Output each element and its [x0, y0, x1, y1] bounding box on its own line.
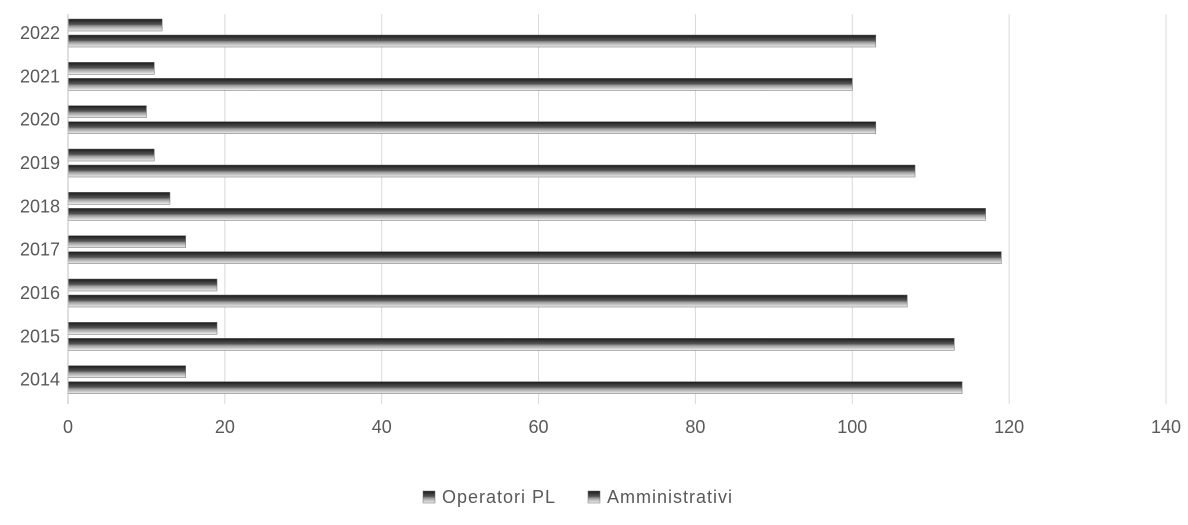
- y-tick-label: 2015: [20, 326, 60, 346]
- bar-amministrativi-2017: [67, 235, 186, 248]
- bar-operatori-pl-2020: [67, 121, 877, 134]
- bar-amministrativi-2019: [67, 148, 155, 162]
- x-tick-label: 80: [685, 417, 705, 437]
- y-tick-label: 2016: [20, 283, 60, 303]
- y-tick-label: 2017: [20, 240, 60, 260]
- bar-operatori-pl-2019: [67, 164, 916, 178]
- bar-operatori-pl-2021: [67, 78, 853, 91]
- legend-label: Amministrativi: [607, 487, 733, 507]
- bars: [67, 18, 1002, 394]
- bar-operatori-pl-2018: [67, 208, 986, 221]
- y-tick-label: 2022: [20, 23, 60, 43]
- legend: Operatori PL Amministrativi: [422, 487, 733, 507]
- legend-label: Operatori PL: [442, 487, 556, 507]
- bar-amministrativi-2016: [67, 278, 218, 292]
- bar-amministrativi-2022: [67, 18, 163, 32]
- x-tick-label: 140: [1151, 417, 1181, 437]
- bar-operatori-pl-2014: [67, 381, 963, 394]
- y-tick-label: 2021: [20, 66, 60, 86]
- bar-amministrativi-2015: [67, 322, 218, 335]
- bar-operatori-pl-2016: [67, 294, 908, 308]
- bar-amministrativi-2014: [67, 365, 186, 378]
- bar-operatori-pl-2015: [67, 338, 955, 351]
- bar-amministrativi-2021: [67, 62, 155, 75]
- bar-operatori-pl-2017: [67, 251, 1002, 264]
- x-tick-label: 40: [372, 417, 392, 437]
- x-tick-label: 60: [529, 417, 549, 437]
- bar-amministrativi-2020: [67, 105, 147, 118]
- x-tick-label: 120: [994, 417, 1024, 437]
- bar-operatori-pl-2022: [67, 34, 877, 48]
- y-tick-label: 2014: [20, 370, 60, 390]
- bar-amministrativi-2018: [67, 192, 171, 205]
- x-tick-label: 20: [215, 417, 235, 437]
- x-tick-label: 0: [63, 417, 73, 437]
- x-tick-label: 100: [837, 417, 867, 437]
- y-tick-label: 2018: [20, 196, 60, 216]
- y-tick-label: 2019: [20, 153, 60, 173]
- legend-swatch: [587, 490, 601, 504]
- y-tick-label: 2020: [20, 110, 60, 130]
- axes: 0 20 40 60 80 100 120 140 2014 2015 2016 2017 2018 20…: [20, 14, 1181, 437]
- legend-swatch: [422, 490, 436, 504]
